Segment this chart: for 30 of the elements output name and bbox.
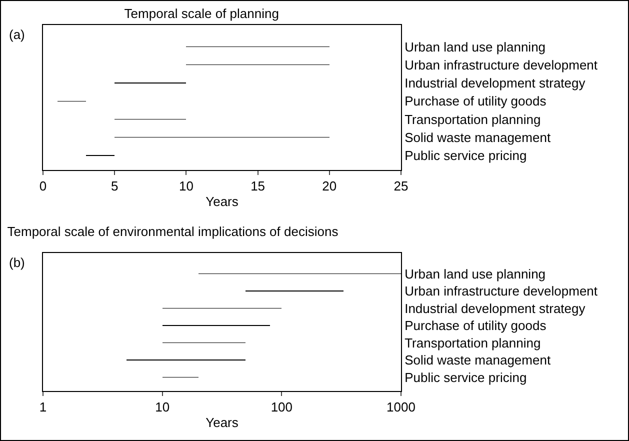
y-tick-label: Solid waste management (404, 130, 551, 145)
x-axis-title: Years (206, 194, 239, 210)
y-tick-label: Transportation planning (404, 112, 541, 127)
x-tick-label: 1 (39, 400, 47, 415)
chart-title: Temporal scale of environmental implications of decisions (7, 224, 339, 240)
x-tick-label: 10 (155, 400, 170, 415)
chart-title: Temporal scale of planning (124, 6, 279, 22)
x-tick-label: 25 (394, 178, 408, 194)
x-tick-label: 0 (39, 178, 47, 194)
x-tick-label: 1000 (386, 400, 416, 415)
x-tick-label: 100 (270, 400, 293, 415)
y-tick-label: Urban land use planning (404, 39, 546, 54)
x-tick-label: 20 (322, 178, 337, 194)
x-tick-label: 15 (250, 178, 266, 194)
y-tick-label: Transportation planning (404, 335, 541, 350)
y-tick-label: Industrial development strategy (404, 76, 586, 91)
x-axis-title: Years (206, 415, 239, 430)
text: (a) (9, 27, 25, 42)
y-tick-label: Industrial development strategy (404, 300, 586, 316)
y-tick-label: Urban land use planning (404, 266, 546, 282)
text: (b) (9, 255, 25, 270)
y-tick-label: Urban infrastructure development (404, 284, 598, 298)
y-tick-label: Public service pricing (404, 370, 527, 385)
y-tick-label: Purchase of utility goods (404, 94, 547, 109)
x-tick-label: 10 (178, 178, 194, 194)
y-tick-label: Urban infrastructure development (404, 57, 598, 72)
x-tick-label: 5 (110, 178, 118, 194)
y-tick-label: Purchase of utility goods (404, 318, 547, 333)
y-tick-label: Solid waste management (404, 352, 551, 368)
y-tick-label: Public service pricing (404, 148, 527, 164)
